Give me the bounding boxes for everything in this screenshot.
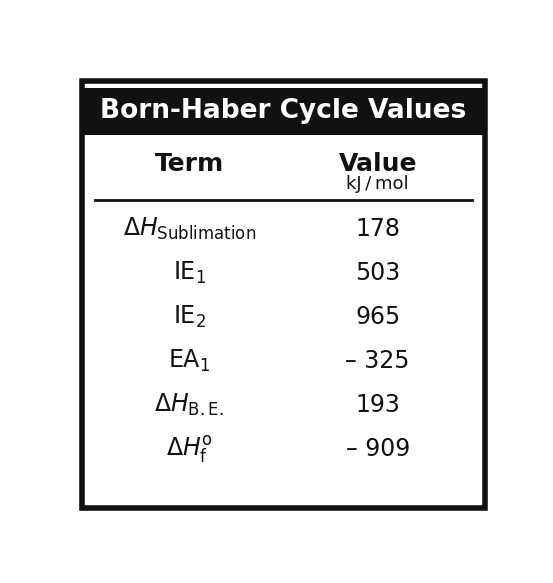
Text: $\Delta H^{\mathrm{o}}_{\mathrm{f}}$: $\Delta H^{\mathrm{o}}_{\mathrm{f}}$ (166, 434, 212, 465)
Text: Born-Haber Cycle Values: Born-Haber Cycle Values (100, 99, 467, 125)
Text: Value: Value (338, 152, 417, 176)
Text: $\Delta H_{\mathrm{Sublimation}}$: $\Delta H_{\mathrm{Sublimation}}$ (123, 216, 255, 243)
Text: – 909: – 909 (346, 437, 410, 461)
Text: 503: 503 (355, 261, 400, 285)
Text: – 325: – 325 (346, 349, 410, 373)
Text: $\mathrm{IE}_1$: $\mathrm{IE}_1$ (173, 260, 206, 286)
Text: $\Delta H_{\mathrm{B.E.}}$: $\Delta H_{\mathrm{B.E.}}$ (154, 392, 224, 419)
Text: 193: 193 (355, 394, 400, 417)
Text: $\mathrm{EA}_1$: $\mathrm{EA}_1$ (168, 348, 210, 374)
Text: 965: 965 (355, 305, 400, 329)
Text: 178: 178 (355, 217, 400, 241)
Text: Term: Term (154, 152, 224, 176)
Text: $\mathrm{IE}_2$: $\mathrm{IE}_2$ (173, 304, 206, 331)
Text: kJ / mol: kJ / mol (346, 175, 409, 194)
Bar (82, 88, 485, 135)
